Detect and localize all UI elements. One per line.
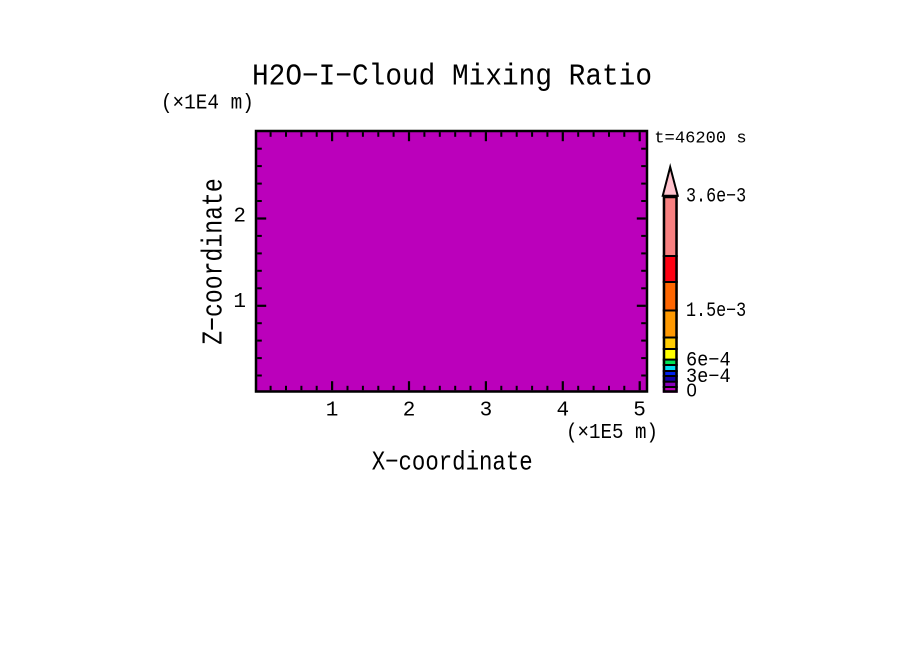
svg-text:3e−4: 3e−4: [686, 366, 731, 389]
svg-text:0: 0: [687, 380, 697, 401]
svg-text:(×1E5 m): (×1E5 m): [566, 422, 658, 445]
svg-text:3.6e−3: 3.6e−3: [686, 186, 746, 209]
svg-text:X−coordinate: X−coordinate: [372, 448, 533, 478]
svg-text:3: 3: [480, 399, 493, 422]
svg-text:t=46200 s: t=46200 s: [654, 128, 746, 147]
svg-text:6e−4: 6e−4: [686, 349, 731, 372]
svg-text:Z−coordinate: Z−coordinate: [198, 178, 231, 345]
svg-text:2: 2: [403, 399, 416, 422]
svg-text:2: 2: [233, 205, 246, 228]
svg-text:5: 5: [633, 399, 646, 422]
svg-text:(×1E4 m): (×1E4 m): [161, 92, 254, 115]
svg-text:1: 1: [326, 399, 339, 422]
svg-text:1: 1: [233, 291, 246, 314]
svg-text:H2O−I−Cloud Mixing Ratio: H2O−I−Cloud Mixing Ratio: [252, 60, 652, 94]
svg-text:1.5e−3: 1.5e−3: [686, 300, 746, 323]
svg-text:4: 4: [556, 399, 569, 422]
